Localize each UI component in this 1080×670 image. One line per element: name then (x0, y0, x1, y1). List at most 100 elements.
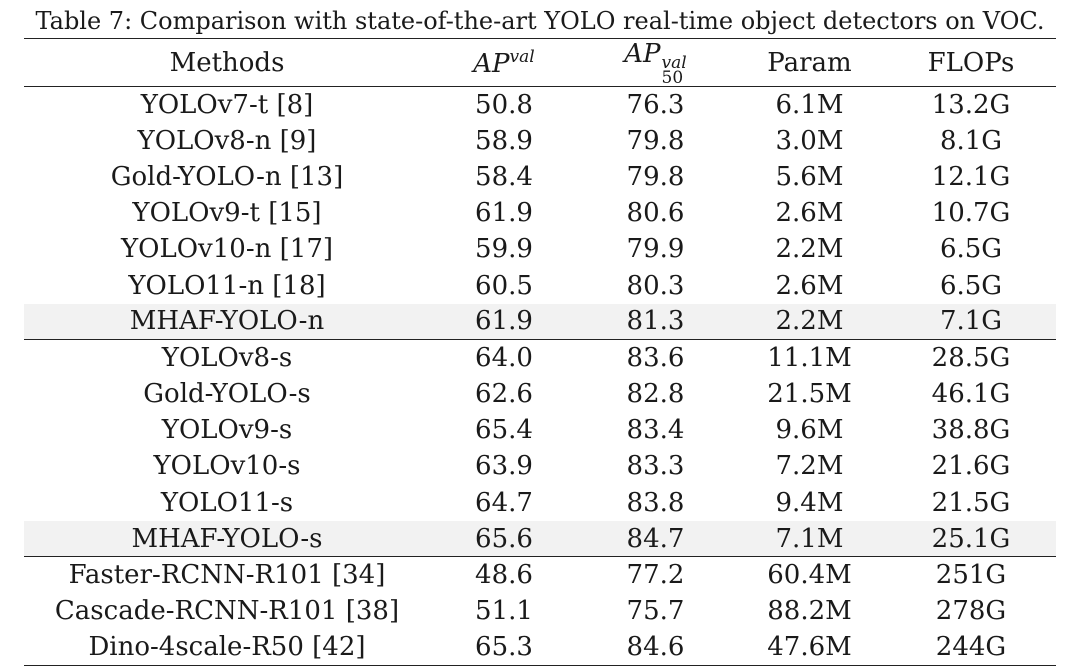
method-cell: YOLOv8-n [9] (137, 125, 317, 156)
flops-cell: 251G (935, 560, 1007, 591)
method-cell: MHAF-YOLO-s (131, 523, 323, 554)
table-row: YOLOv10-s 63.9 83.3 7.2M 21.6G (24, 448, 1056, 484)
ap-val-cell: 58.4 (475, 161, 533, 192)
table-row: YOLOv8-n [9] 58.9 79.8 3.0M 8.1G (24, 123, 1056, 159)
flops-cell: 21.6G (931, 451, 1011, 482)
table-row: Cascade-RCNN-R101 [38] 51.1 75.7 88.2M 278G (24, 593, 1056, 629)
param-cell: 7.2M (775, 451, 844, 482)
method-cell: YOLOv10-s (153, 451, 301, 482)
table-row: YOLOv7-t [8] 50.8 76.3 6.1M 13.2G (24, 87, 1056, 123)
table-row: Gold-YOLO-s 62.6 82.8 21.5M 46.1G (24, 376, 1056, 412)
table-row: Faster-RCNN-R101 [34] 48.6 77.2 60.4M 251G (24, 556, 1056, 593)
table-row: Gold-YOLO-n [13] 58.4 79.8 5.6M 12.1G (24, 159, 1056, 195)
table-row: YOLO11-s 64.7 83.8 9.4M 21.5G (24, 485, 1056, 521)
flops-cell: 278G (935, 596, 1007, 627)
param-cell: 7.1M (775, 523, 844, 554)
ap-val-cell: 48.6 (475, 560, 533, 591)
ap50-val-cell: 83.4 (626, 415, 685, 446)
table-group-small: YOLOv8-s 64.0 83.6 11.1M 28.5G Gold-YOLO-s 62.… (24, 339, 1056, 557)
method-cell: Gold-YOLO-n [13] (110, 161, 344, 192)
param-cell: 9.4M (775, 487, 844, 518)
param-cell: 2.6M (775, 198, 844, 229)
flops-cell: 21.5G (931, 487, 1011, 518)
ap50-val-cell: 83.8 (626, 487, 685, 518)
method-cell: Cascade-RCNN-R101 [38] (54, 596, 400, 627)
header-ap-val: APval (430, 39, 578, 87)
flops-cell: 6.5G (939, 234, 1003, 265)
ap-val-cell: 58.9 (475, 125, 533, 156)
ap50-val-cell: 83.6 (626, 343, 685, 374)
ap50-val-cell: 84.6 (626, 632, 685, 663)
ap50-val-cell: 79.8 (626, 161, 685, 192)
method-cell: YOLOv9-s (161, 415, 293, 446)
ap-val-cell: 61.9 (475, 306, 533, 337)
ap50-val-cell: 80.3 (626, 270, 685, 301)
table-row: MHAF-YOLO-s 65.6 84.7 7.1M 25.1G (24, 520, 1056, 557)
results-table: Methods APval AP val 50 Param FLOPs YOLOv7… (24, 38, 1056, 666)
table-group-two-stage: Faster-RCNN-R101 [34] 48.6 77.2 60.4M 251G Ca… (24, 556, 1056, 666)
table-row: MHAF-YOLO-n 61.9 81.3 2.2M 7.1G (24, 303, 1056, 340)
ap-val-cell: 64.7 (475, 487, 533, 518)
header-flops: FLOPs (927, 47, 1015, 78)
method-cell: YOLO11-s (160, 487, 294, 518)
param-cell: 88.2M (767, 596, 852, 627)
ap50-val-cell: 83.3 (626, 451, 685, 482)
table-header-row: Methods APval AP val 50 Param FLOPs (24, 38, 1056, 87)
method-cell: YOLOv8-s (161, 343, 293, 374)
param-cell: 3.0M (775, 125, 844, 156)
ap-val-cell: 51.1 (475, 596, 533, 627)
ap-val-cell: 65.3 (475, 632, 533, 663)
header-methods: Methods (169, 47, 285, 78)
param-cell: 2.6M (775, 270, 844, 301)
ap50-val-symbol: AP val 50 (624, 39, 687, 88)
method-cell: YOLOv7-t [8] (140, 89, 314, 120)
flops-cell: 244G (935, 632, 1007, 663)
param-cell: 21.5M (767, 379, 852, 410)
param-cell: 2.2M (775, 234, 844, 265)
flops-cell: 38.8G (931, 415, 1011, 446)
param-cell: 9.6M (775, 415, 844, 446)
param-cell: 11.1M (767, 343, 852, 374)
ap50-val-cell: 75.7 (626, 596, 685, 627)
flops-cell: 25.1G (931, 523, 1011, 554)
table-row: YOLOv10-n [17] 59.9 79.9 2.2M 6.5G (24, 231, 1056, 267)
table-row: Dino-4scale-R50 [42] 65.3 84.6 47.6M 244G (24, 629, 1056, 666)
table-row: YOLOv9-s 65.4 83.4 9.6M 38.8G (24, 412, 1056, 448)
param-cell: 5.6M (775, 161, 844, 192)
param-cell: 60.4M (767, 560, 852, 591)
flops-cell: 12.1G (931, 161, 1011, 192)
method-cell: Gold-YOLO-s (143, 379, 311, 410)
ap-val-cell: 59.9 (475, 234, 533, 265)
flops-cell: 46.1G (931, 379, 1011, 410)
table-row: YOLO11-n [18] 60.5 80.3 2.6M 6.5G (24, 267, 1056, 303)
ap50-val-cell: 82.8 (626, 379, 685, 410)
header-ap50-val: AP val 50 (578, 39, 733, 87)
flops-cell: 28.5G (931, 343, 1011, 374)
ap-val-cell: 61.9 (475, 198, 533, 229)
ap50-val-cell: 76.3 (626, 89, 685, 120)
flops-cell: 8.1G (939, 125, 1003, 156)
ap50-val-cell: 80.6 (626, 198, 685, 229)
table-caption: Table 7: Comparison with state-of-the-ar… (35, 7, 1045, 35)
table-row: YOLOv9-t [15] 61.9 80.6 2.6M 10.7G (24, 195, 1056, 231)
table-row: YOLOv8-s 64.0 83.6 11.1M 28.5G (24, 339, 1056, 376)
method-cell: Dino-4scale-R50 [42] (88, 632, 366, 663)
method-cell: Faster-RCNN-R101 [34] (68, 560, 386, 591)
ap-val-cell: 64.0 (475, 343, 533, 374)
ap50-val-cell: 81.3 (626, 306, 685, 337)
ap-val-cell: 63.9 (475, 451, 533, 482)
ap50-val-cell: 77.2 (626, 560, 685, 591)
param-cell: 47.6M (767, 632, 852, 663)
flops-cell: 6.5G (939, 270, 1003, 301)
ap-val-symbol: APval (473, 46, 535, 79)
header-param: Param (767, 47, 852, 78)
ap-val-cell: 60.5 (475, 270, 533, 301)
param-cell: 2.2M (775, 306, 844, 337)
method-cell: YOLOv10-n [17] (121, 234, 333, 265)
ap50-val-cell: 84.7 (626, 523, 685, 554)
ap-val-cell: 65.4 (475, 415, 533, 446)
flops-cell: 13.2G (931, 89, 1011, 120)
ap50-val-cell: 79.9 (626, 234, 685, 265)
table-group-nano: YOLOv7-t [8] 50.8 76.3 6.1M 13.2G YOLOv8-n [9… (24, 87, 1056, 340)
